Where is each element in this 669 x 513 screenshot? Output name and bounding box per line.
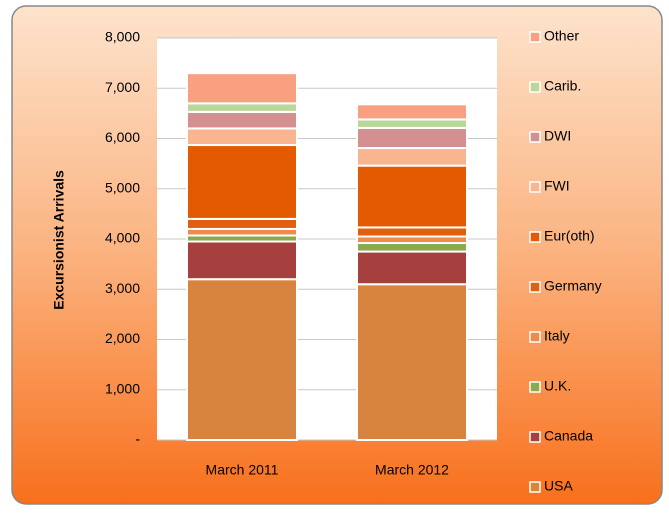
y-tick-label: 3,000: [105, 280, 140, 296]
bar-segment: [186, 110, 298, 130]
x-tick-label: March 2011: [206, 462, 279, 478]
legend-label: Eur(oth): [544, 228, 595, 244]
legend-swatch: [529, 31, 541, 43]
y-tick-label: 8,000: [105, 29, 140, 45]
legend-label: Carib.: [544, 78, 581, 94]
legend-label: U.K.: [544, 378, 571, 394]
bar-segment: [186, 240, 298, 281]
bar-segment: [186, 278, 298, 442]
x-tick-label: March 2012: [375, 462, 449, 478]
legend-swatch: [529, 181, 541, 193]
bar-segment: [356, 118, 468, 129]
legend-label: FWI: [544, 178, 570, 194]
bar-segment: [356, 147, 468, 167]
y-tick-label: -: [135, 431, 140, 447]
y-tick-label: 6,000: [105, 129, 140, 145]
bar-segment: [356, 126, 468, 150]
legend-swatch: [529, 481, 541, 493]
legend-label: Other: [544, 28, 579, 44]
legend-label: Germany: [544, 278, 602, 294]
y-tick-label: 1,000: [105, 380, 140, 396]
bar-segment: [186, 72, 298, 105]
bar-segment: [356, 250, 468, 286]
legend-swatch: [529, 231, 541, 243]
bar-segment: [186, 102, 298, 113]
bar-segment: [186, 127, 298, 147]
y-tick-label: 7,000: [105, 79, 140, 95]
legend-swatch: [529, 131, 541, 143]
y-tick-label: 4,000: [105, 230, 140, 246]
bar-segment: [356, 103, 468, 121]
legend-swatch: [529, 381, 541, 393]
bar-segment: [356, 242, 468, 253]
bar-segment: [356, 164, 468, 229]
legend-swatch: [529, 281, 541, 293]
legend-label: Canada: [544, 428, 593, 444]
y-tick-label: 2,000: [105, 330, 140, 346]
legend-swatch: [529, 331, 541, 343]
y-tick-label: 5,000: [105, 179, 140, 195]
bar-segment: [186, 144, 298, 220]
legend-swatch: [529, 81, 541, 93]
bar-segment: [356, 283, 468, 441]
legend-label: USA: [544, 478, 573, 494]
y-axis-label: Excursionist Arrivals: [51, 170, 67, 310]
bar-segment: [356, 226, 468, 238]
legend-label: DWI: [544, 128, 571, 144]
bar-segment: [186, 217, 298, 230]
legend-label: Italy: [544, 328, 570, 344]
legend-swatch: [529, 431, 541, 443]
